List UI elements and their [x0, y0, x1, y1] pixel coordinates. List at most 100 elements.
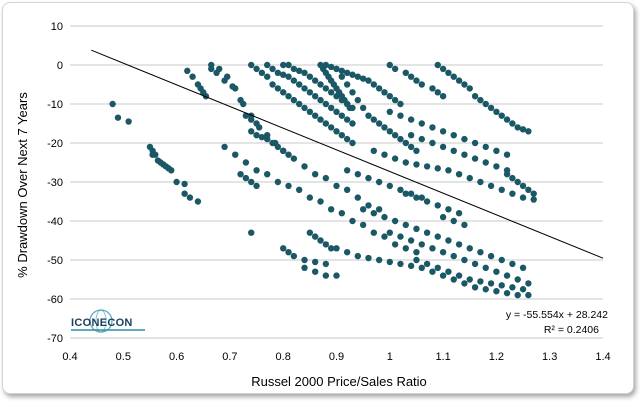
data-point	[359, 206, 367, 213]
data-point	[434, 202, 441, 209]
data-point	[461, 280, 468, 287]
data-point	[391, 241, 399, 248]
data-point	[413, 77, 420, 84]
y-tick-label: -10	[47, 99, 63, 111]
data-point	[285, 249, 292, 256]
data-point	[280, 245, 287, 252]
data-point	[317, 198, 324, 205]
trendline-r-squared: R² = 0.2406	[544, 324, 599, 336]
data-point	[375, 178, 383, 186]
data-point	[269, 65, 276, 73]
data-point	[402, 139, 409, 147]
data-point	[493, 108, 500, 116]
y-tick-label: -40	[47, 216, 63, 228]
data-point	[338, 132, 346, 139]
y-tick-label: -30	[47, 177, 63, 189]
data-point	[370, 210, 378, 217]
data-point	[253, 120, 260, 127]
data-point	[248, 116, 255, 123]
data-point	[333, 108, 340, 116]
data-point	[381, 233, 388, 240]
y-tick-label: -70	[47, 333, 63, 345]
data-point	[317, 237, 324, 244]
data-point	[290, 65, 298, 73]
data-point	[301, 163, 308, 170]
data-point	[477, 178, 484, 186]
data-point	[322, 241, 330, 248]
data-point	[530, 196, 537, 203]
data-point	[477, 249, 484, 256]
data-point	[365, 112, 372, 119]
x-tick-label: 0.8	[276, 351, 291, 363]
data-point	[461, 256, 468, 264]
data-point	[181, 190, 188, 197]
data-point	[461, 135, 468, 143]
data-point	[346, 104, 354, 112]
data-point	[445, 167, 452, 174]
x-tick-label: 0.5	[116, 351, 131, 363]
data-point	[407, 262, 415, 270]
data-point	[471, 139, 479, 147]
data-point	[274, 69, 282, 77]
data-point	[445, 268, 452, 275]
data-point	[208, 61, 215, 69]
data-point	[471, 155, 479, 162]
data-point	[386, 108, 393, 116]
data-point	[493, 268, 500, 275]
data-point	[391, 217, 399, 225]
data-point	[343, 186, 351, 193]
data-point	[418, 241, 425, 248]
data-point	[354, 171, 362, 178]
x-tick-label: 1.3	[542, 351, 557, 363]
data-point	[253, 182, 260, 190]
data-point	[370, 116, 378, 123]
data-point	[327, 63, 335, 71]
data-point	[503, 272, 511, 279]
data-point	[503, 171, 511, 178]
trendline-equation: y = -55.554x + 28.242	[506, 309, 608, 321]
data-point	[386, 229, 393, 236]
x-tick-label: 0.7	[222, 351, 237, 363]
y-tick-label: -60	[47, 294, 63, 306]
data-point	[359, 221, 367, 229]
data-point	[343, 69, 351, 77]
data-point	[359, 104, 367, 112]
data-point	[503, 116, 511, 123]
data-point	[290, 155, 298, 162]
data-point	[264, 61, 271, 69]
data-point	[434, 165, 441, 172]
data-point	[450, 132, 457, 139]
data-point	[274, 85, 282, 92]
data-point	[306, 229, 314, 236]
data-point	[439, 249, 447, 256]
data-point	[301, 104, 308, 112]
data-point	[429, 139, 436, 147]
data-point	[322, 100, 330, 108]
data-point	[477, 278, 484, 285]
data-point	[386, 128, 393, 135]
data-point	[498, 186, 505, 193]
data-point	[280, 71, 287, 78]
data-point	[509, 260, 516, 268]
data-point	[224, 73, 231, 80]
data-point	[322, 85, 330, 92]
data-point	[311, 112, 319, 119]
data-point	[264, 73, 271, 80]
data-point	[253, 132, 260, 139]
gridlines	[70, 25, 603, 339]
data-point	[418, 81, 425, 88]
data-point	[418, 135, 425, 143]
data-point	[370, 147, 378, 154]
data-point	[349, 89, 356, 96]
data-point	[391, 65, 399, 73]
data-point	[487, 182, 495, 190]
data-point	[407, 132, 415, 139]
data-point	[149, 151, 156, 158]
data-point	[445, 206, 452, 213]
data-point	[461, 221, 468, 229]
data-point	[311, 258, 319, 266]
data-point	[125, 118, 132, 125]
data-point	[242, 174, 250, 182]
data-point	[322, 61, 330, 69]
data-point	[338, 73, 346, 80]
